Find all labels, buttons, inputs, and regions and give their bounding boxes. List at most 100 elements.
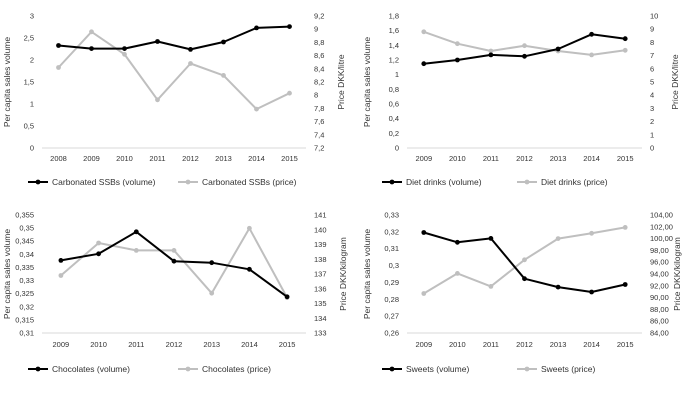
chocolates-volume-point xyxy=(171,258,177,264)
sweets-x-tick-label: 2010 xyxy=(449,340,466,349)
chocolates-x-tick-label: 2013 xyxy=(203,340,220,349)
carbonated-ssbs-price-point xyxy=(287,90,292,96)
chocolates-x-tick-label: 2014 xyxy=(241,340,258,349)
sweets-right-tick-label: 96,00 xyxy=(650,258,669,267)
sweets-right-tick-label: 90,00 xyxy=(650,293,669,302)
chocolates-left-tick-label: 0,33 xyxy=(19,276,34,285)
diet-drinks-x-tick-label: 2009 xyxy=(415,154,432,163)
carbonated-ssbs-left-tick-label: 1,5 xyxy=(24,78,34,87)
sweets-volume-point xyxy=(589,289,594,295)
sweets-left-tick-label: 0,26 xyxy=(384,329,399,338)
chocolates-right-tick-label: 141 xyxy=(314,211,327,220)
diet-drinks-left-tick-label: 0,6 xyxy=(389,100,399,109)
carbonated-ssbs-right-tick-label: 9 xyxy=(314,25,318,34)
chocolates-x-tick-label: 2010 xyxy=(90,340,107,349)
carbonated-ssbs-x-tick-label: 2014 xyxy=(248,154,265,163)
diet-drinks-left-tick-label: 0,2 xyxy=(389,129,399,138)
sweets-price-legend-marker xyxy=(524,366,530,372)
sweets-volume-legend-marker xyxy=(389,366,395,372)
carbonated-ssbs-price-point xyxy=(254,106,259,112)
carbonated-ssbs-right-tick-label: 8,6 xyxy=(314,51,324,60)
chocolates-right-tick-label: 139 xyxy=(314,240,327,249)
carbonated-ssbs-x-tick-label: 2010 xyxy=(116,154,133,163)
carbonated-ssbs-x-tick-label: 2008 xyxy=(50,154,67,163)
sweets-x-tick-label: 2013 xyxy=(550,340,567,349)
chocolates-left-tick-label: 0,335 xyxy=(15,263,34,272)
diet-drinks-right-tick-label: 8 xyxy=(650,38,654,47)
chocolates-y2-axis-title: Price DKK/kilogram xyxy=(338,237,348,311)
carbonated-ssbs-volume-point xyxy=(221,39,226,45)
diet-drinks-volume-point xyxy=(421,61,427,67)
diet-drinks-y2-axis-title: Price DKK/litre xyxy=(670,54,680,110)
diet-drinks-x-tick-label: 2011 xyxy=(483,154,499,163)
chocolates-right-tick-label: 140 xyxy=(314,225,327,234)
chocolates-left-tick-label: 0,325 xyxy=(15,289,34,298)
sweets-right-tick-label: 100,00 xyxy=(650,234,673,243)
sweets-volume-point xyxy=(421,230,427,235)
chocolates-left-tick-label: 0,32 xyxy=(19,302,34,311)
diet-drinks-left-tick-label: 0,8 xyxy=(389,85,399,94)
diet-drinks-volume-point xyxy=(522,53,527,59)
diet-drinks-price-point xyxy=(589,52,594,58)
carbonated-ssbs-volume-point xyxy=(188,47,193,52)
carbonated-ssbs-left-tick-label: 0 xyxy=(30,144,34,153)
sweets-price-point xyxy=(488,284,494,289)
diet-drinks-x-tick-label: 2010 xyxy=(449,154,466,163)
carbonated-ssbs-left-tick-label: 0,5 xyxy=(24,122,34,131)
sweets-volume-line xyxy=(423,231,626,293)
carbonated-ssbs-x-tick-label: 2015 xyxy=(281,154,298,163)
diet-drinks-x-tick-label: 2014 xyxy=(583,154,600,163)
diet-drinks-volume-point xyxy=(555,46,561,52)
carbonated-ssbs-volume-legend-label: Carbonated SSBs (volume) xyxy=(52,177,156,187)
carbonated-ssbs-left-tick-label: 2 xyxy=(30,56,34,65)
chocolates-price-point xyxy=(96,240,101,246)
sweets-y-axis-title: Per capita sales volume xyxy=(362,229,372,320)
carbonated-ssbs-right-tick-label: 7,2 xyxy=(314,144,324,153)
chocolates-price-point xyxy=(209,290,215,296)
sweets-volume-point xyxy=(522,276,527,282)
diet-drinks-left-tick-label: 1,2 xyxy=(389,56,399,65)
carbonated-ssbs-x-tick-label: 2011 xyxy=(149,154,165,163)
sweets-x-tick-label: 2015 xyxy=(617,340,634,349)
sweets-volume-point xyxy=(488,236,494,241)
diet-drinks-volume-legend-label: Diet drinks (volume) xyxy=(406,177,482,187)
carbonated-ssbs-volume-point xyxy=(287,24,292,29)
carbonated-ssbs-price-line xyxy=(57,30,290,111)
sweets-right-tick-label: 104,00 xyxy=(650,211,673,220)
diet-drinks-volume-point xyxy=(622,36,628,42)
chocolates-right-tick-label: 135 xyxy=(314,299,327,308)
carbonated-ssbs-volume-point xyxy=(56,43,61,48)
diet-drinks-right-tick-label: 3 xyxy=(650,104,654,113)
sweets-price-point xyxy=(589,230,594,236)
chocolates-price-point xyxy=(133,248,139,253)
diet-drinks-right-tick-label: 0 xyxy=(650,144,654,153)
sweets-left-tick-label: 0,27 xyxy=(384,312,399,321)
diet-drinks-x-tick-label: 2012 xyxy=(516,154,533,163)
chocolates-left-tick-label: 0,315 xyxy=(15,315,34,324)
diet-drinks-right-tick-label: 2 xyxy=(650,117,654,126)
carbonated-ssbs-volume-point xyxy=(122,46,127,51)
carbonated-ssbs-right-tick-label: 7,6 xyxy=(314,117,324,126)
diet-drinks-x-tick-label: 2015 xyxy=(617,154,634,163)
diet-drinks-left-tick-label: 1,4 xyxy=(389,41,399,50)
sweets-left-tick-label: 0,3 xyxy=(389,261,399,270)
chocolates-volume-point xyxy=(133,229,139,235)
chocolates-right-tick-label: 136 xyxy=(314,284,327,293)
chocolates-right-tick-label: 138 xyxy=(314,255,327,264)
carbonated-ssbs-volume-point xyxy=(254,25,259,31)
diet-drinks-left-tick-label: 0 xyxy=(395,144,399,153)
sweets-x-tick-label: 2014 xyxy=(583,340,600,349)
diet-drinks-left-tick-label: 1 xyxy=(395,70,399,79)
carbonated-ssbs-right-tick-label: 8 xyxy=(314,91,318,100)
diet-drinks-price-point xyxy=(622,47,628,53)
carbonated-ssbs-x-tick-label: 2012 xyxy=(182,154,199,163)
sweets-price-point xyxy=(421,291,427,296)
sweets-right-tick-label: 92,00 xyxy=(650,281,669,290)
carbonated-ssbs-right-tick-label: 8,2 xyxy=(314,78,324,87)
sweets-right-tick-label: 102,00 xyxy=(650,222,673,231)
chocolates-right-tick-label: 134 xyxy=(314,314,327,323)
sweets-volume-point xyxy=(455,239,460,245)
chocolates-volume-point xyxy=(284,294,290,300)
carbonated-ssbs-price-point xyxy=(89,29,94,35)
